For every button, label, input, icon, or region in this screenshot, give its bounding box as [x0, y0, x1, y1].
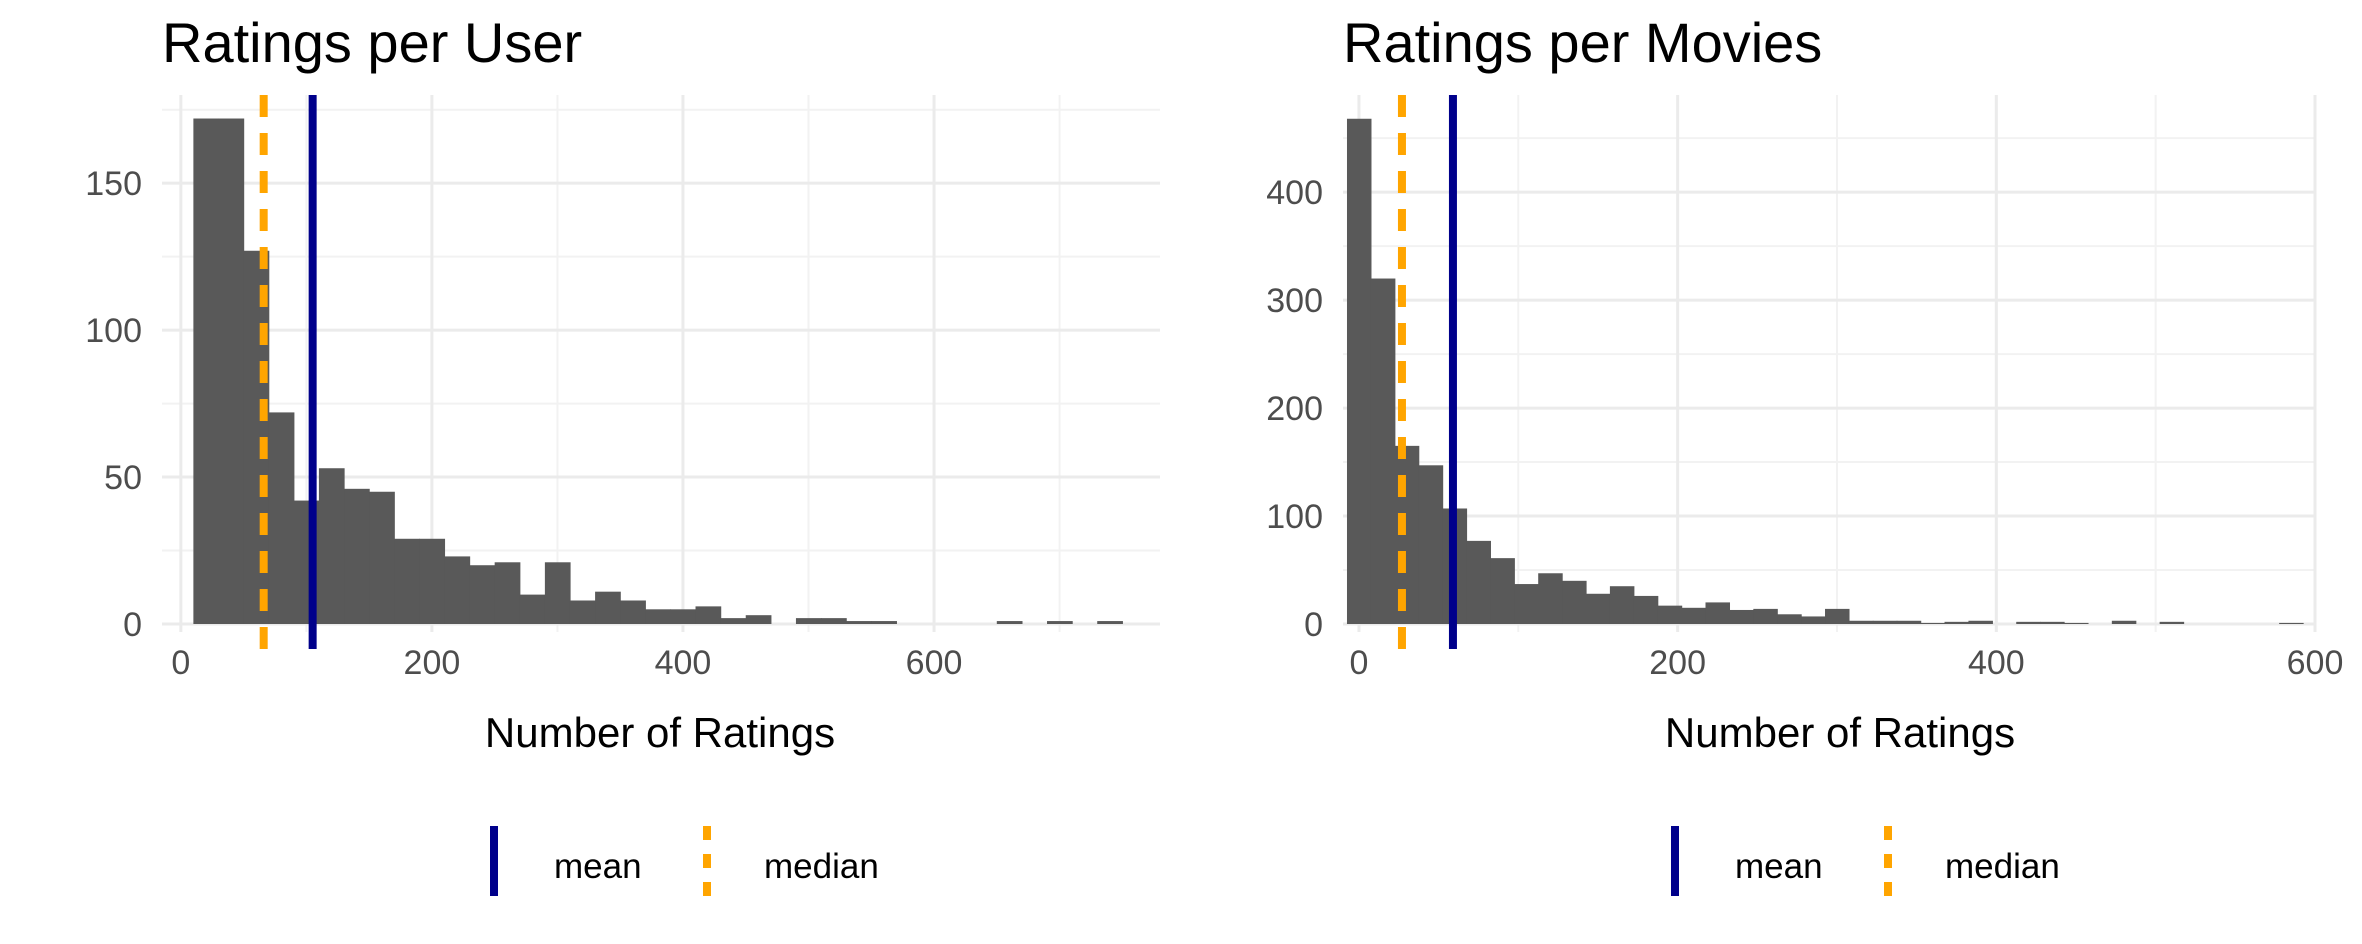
- histogram-bar: [344, 488, 370, 624]
- histogram-bar: [369, 491, 395, 624]
- histogram-bar: [1896, 620, 1922, 624]
- histogram-bar: [745, 615, 772, 624]
- histogram-bar: [595, 591, 621, 624]
- histogram-bar: [1705, 602, 1731, 624]
- legend: mean median: [1671, 826, 2060, 896]
- histogram-bar: [193, 118, 220, 624]
- histogram-bar: [1777, 614, 1802, 624]
- histogram-bar: [519, 594, 546, 624]
- legend-swatch-mean: [490, 826, 498, 896]
- histogram-bar: [1490, 558, 1515, 624]
- histogram-bar: [569, 600, 596, 624]
- chart-title: Ratings per User: [162, 11, 582, 74]
- histogram-bar: [1609, 586, 1635, 624]
- chart-title: Ratings per Movies: [1343, 11, 1822, 74]
- histogram-bar: [2040, 621, 2065, 624]
- histogram-bar: [2016, 621, 2041, 624]
- histogram-bar: [469, 565, 496, 624]
- y-tick-label: 0: [1304, 606, 1323, 644]
- y-tick-label: 150: [85, 165, 142, 203]
- x-tick-label: 200: [1649, 644, 1706, 682]
- histogram-bar: [1466, 540, 1491, 624]
- histogram-bar: [1920, 622, 1946, 624]
- histogram-bar: [1346, 118, 1372, 624]
- y-tick-label: 0: [123, 606, 142, 644]
- legend-label-mean: mean: [554, 847, 642, 886]
- histogram-bar: [645, 609, 672, 624]
- x-tick-label: 200: [404, 644, 461, 682]
- histogram-bar: [494, 562, 521, 624]
- histogram-bar: [394, 538, 420, 624]
- ratings-per-user-panel: Ratings per User Number of Ratings mean …: [85, 11, 1160, 896]
- histogram-bar: [1047, 621, 1073, 624]
- histogram-bar: [1944, 621, 1970, 624]
- histogram-bar: [2111, 620, 2137, 624]
- histogram-bar: [996, 621, 1023, 624]
- histogram-bar: [720, 618, 747, 624]
- histogram-bar: [444, 556, 471, 624]
- histogram-bar: [1968, 620, 1993, 624]
- histogram-bar: [821, 618, 847, 624]
- x-tick-label: 400: [655, 644, 712, 682]
- x-tick-label: 600: [2287, 644, 2344, 682]
- legend-label-median: median: [1945, 847, 2060, 886]
- histogram-bar: [268, 412, 295, 624]
- histogram-bar: [2159, 621, 2185, 624]
- histogram-bar: [846, 621, 872, 624]
- histogram-bar: [1097, 621, 1123, 624]
- y-tick-label: 100: [85, 312, 142, 350]
- x-axis-label: Number of Ratings: [1665, 709, 2015, 756]
- histogram-bar: [871, 621, 897, 624]
- histogram-bar: [1801, 616, 1826, 624]
- histogram-bar: [1514, 584, 1539, 624]
- histogram-bar: [218, 118, 245, 624]
- x-axis-label: Number of Ratings: [485, 709, 835, 756]
- legend-swatch-mean: [1671, 826, 1679, 896]
- y-tick-label: 300: [1266, 282, 1323, 320]
- histogram-bar: [620, 600, 646, 624]
- histogram-bar: [670, 609, 697, 624]
- x-tick-label: 0: [1349, 644, 1368, 682]
- histogram-bar: [318, 468, 345, 624]
- legend-label-mean: mean: [1735, 847, 1823, 886]
- histogram-bar: [1848, 620, 1874, 624]
- x-tick-label: 0: [171, 644, 190, 682]
- histogram-bar: [1729, 609, 1754, 624]
- y-tick-label: 100: [1266, 498, 1323, 536]
- histogram-bar: [2064, 622, 2089, 624]
- x-tick-label: 400: [1968, 644, 2025, 682]
- histogram-bar: [1633, 595, 1659, 624]
- histogram-bar: [795, 618, 822, 624]
- histogram-bar: [419, 538, 446, 624]
- histogram-bars: [193, 118, 1123, 624]
- histogram-bars: [1346, 118, 2304, 624]
- histogram-bar: [2279, 622, 2304, 624]
- x-tick-label: 600: [906, 644, 963, 682]
- histogram-bar: [1370, 278, 1396, 624]
- histogram-bar: [544, 562, 571, 624]
- histogram-bar: [1418, 465, 1444, 624]
- histogram-bar: [1538, 573, 1563, 624]
- histogram-bar: [1825, 608, 1850, 624]
- y-tick-label: 50: [104, 459, 142, 497]
- histogram-bar: [1586, 593, 1611, 624]
- histogram-bar: [1681, 607, 1707, 624]
- legend-label-median: median: [764, 847, 879, 886]
- ratings-per-movies-panel: Ratings per Movies Number of Ratings mea…: [1266, 11, 2343, 896]
- histogram-bar: [1753, 608, 1778, 624]
- histogram-bar: [1872, 620, 1898, 624]
- legend: mean median: [490, 826, 879, 896]
- histogram-bar: [1562, 580, 1587, 624]
- histogram-bar: [1657, 605, 1683, 624]
- y-tick-label: 200: [1266, 390, 1323, 428]
- histogram-bar: [695, 606, 722, 624]
- y-tick-label: 400: [1266, 174, 1323, 212]
